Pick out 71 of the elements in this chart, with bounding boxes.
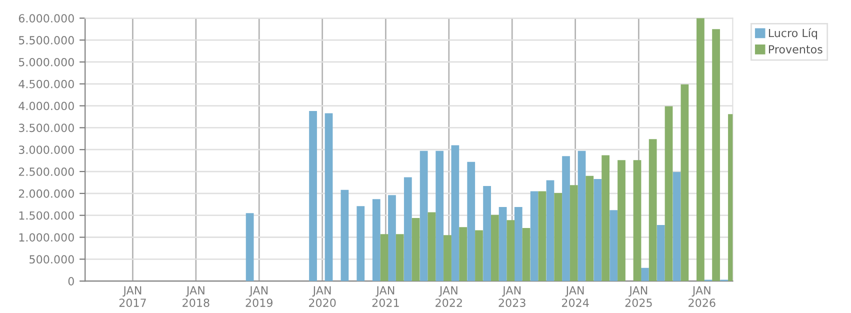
bar <box>633 160 642 282</box>
y-tick-label: 5.000.000 <box>18 58 74 66</box>
bar <box>324 113 333 282</box>
bar <box>586 176 594 282</box>
bar <box>490 214 499 282</box>
bar <box>388 195 396 282</box>
bar <box>610 210 618 282</box>
bar <box>356 206 365 282</box>
bar <box>514 207 522 282</box>
bar <box>309 111 317 282</box>
bar <box>696 18 704 282</box>
bar <box>672 172 681 282</box>
bar <box>498 207 507 282</box>
y-tick-label: 1.500.000 <box>19 211 74 220</box>
x-tick-label: JAN 2025 <box>625 286 652 307</box>
bar <box>664 106 673 282</box>
x-tick-label: JAN 2022 <box>436 286 462 307</box>
y-tick-label: 3.000.000 <box>18 146 74 154</box>
bar <box>712 29 720 282</box>
bar <box>451 145 460 282</box>
bar <box>618 160 626 282</box>
bar <box>641 268 649 282</box>
bar <box>396 234 404 282</box>
bar <box>594 178 602 282</box>
legend-label: Lucro Líq <box>768 28 817 40</box>
y-tick-label: 4.500.000 <box>18 80 74 88</box>
bar <box>459 227 467 282</box>
x-tick-label: JAN 2021 <box>372 286 399 307</box>
bar <box>475 230 483 282</box>
y-tick-label: 0 <box>68 277 74 286</box>
bar <box>648 139 657 282</box>
bar <box>467 162 476 282</box>
bar <box>420 150 428 282</box>
bar <box>602 155 610 282</box>
bar <box>522 228 530 282</box>
bar <box>656 224 665 282</box>
bar <box>546 180 554 282</box>
x-tick-label: JAN 2024 <box>562 286 589 307</box>
bar <box>372 199 380 282</box>
y-tick-label: 2.000.000 <box>18 189 74 198</box>
bar <box>554 192 562 282</box>
bar <box>412 218 420 282</box>
bar <box>428 212 436 282</box>
y-tick-label: 2.500.000 <box>18 168 74 176</box>
legend-label: Proventos <box>768 45 822 54</box>
x-tick-label: JAN 2020 <box>309 286 336 307</box>
y-tick-label: 5.500.000 <box>18 36 74 44</box>
y-tick-label: 500.000 <box>30 255 74 264</box>
bar <box>436 150 444 282</box>
bar <box>483 186 491 282</box>
bar <box>404 177 412 282</box>
bar <box>506 220 515 282</box>
bar <box>340 190 349 282</box>
bar <box>530 191 538 282</box>
bar <box>570 185 578 282</box>
y-tick-label: 6.000.000 <box>18 14 74 23</box>
x-tick-label: JAN 2023 <box>498 286 526 307</box>
y-tick-label: 1.000.000 <box>19 233 74 242</box>
x-tick-label: JAN 2026 <box>688 286 716 307</box>
bar <box>538 191 546 282</box>
bar <box>444 235 452 282</box>
y-tick-label: 4.000.000 <box>18 102 74 110</box>
y-tick-label: 3.500.000 <box>18 124 74 132</box>
x-tick-label: JAN 2018 <box>182 286 210 307</box>
x-tick-label: JAN 2019 <box>246 286 272 307</box>
bar <box>380 234 388 282</box>
bar <box>680 84 689 282</box>
x-tick-label: JAN 2017 <box>119 286 146 307</box>
bar <box>562 156 570 282</box>
bar <box>578 150 586 282</box>
bar <box>246 213 254 282</box>
